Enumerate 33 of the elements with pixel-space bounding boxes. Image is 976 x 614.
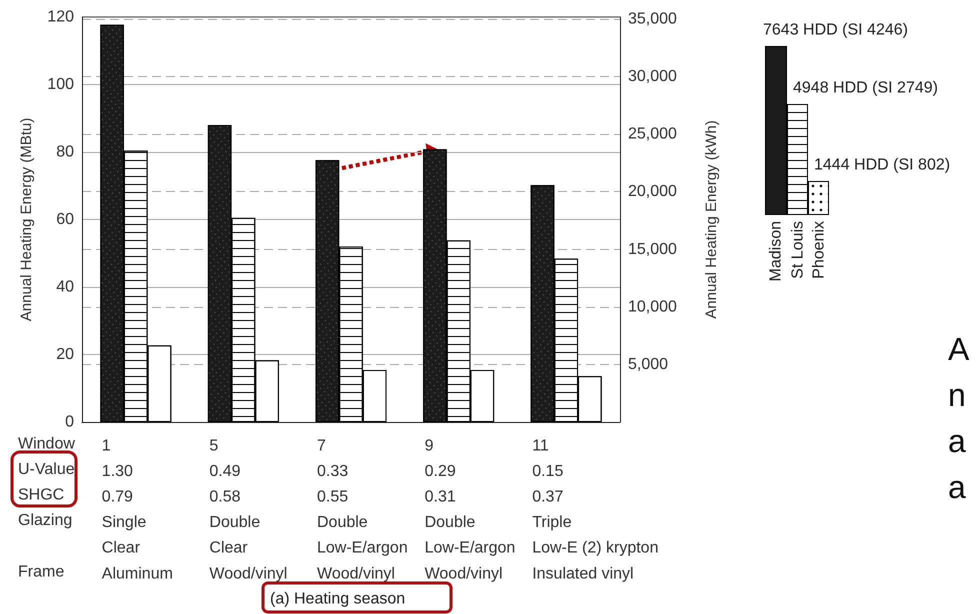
y2-tick-label: 10,000 <box>628 298 678 316</box>
text: a <box>948 469 966 505</box>
x-tick-label: 9 0.29 0.31 Double Low-E/argon Wood/vinyl <box>424 437 516 582</box>
x-tick-label: 7 0.33 0.55 Double Low-E/argon Wood/vinyl <box>317 437 408 582</box>
y2-tick-label: 30,000 <box>628 68 678 86</box>
y-tick-label: 80 <box>56 144 74 160</box>
text: Madison <box>768 221 784 282</box>
y-tick-label: 60 <box>56 211 74 228</box>
text: n <box>948 377 966 413</box>
legend-label: St Louis <box>790 221 806 279</box>
y-tick-label: 120 <box>47 8 74 26</box>
y2-tick-label: 25,000 <box>628 126 678 143</box>
y-axis-title: Annual Heating Energy (MBtu) <box>18 118 35 322</box>
y-tick-label: 40 <box>56 278 74 296</box>
y2-axis-title: Annual Heating Energy (kWh) <box>703 120 720 319</box>
text: Window U-Value SHGC Glazing Frame <box>18 435 75 580</box>
y-tick-label: 100 <box>47 76 74 93</box>
text: (a) Heating season <box>270 590 406 608</box>
y2-tick-label: 20,000 <box>628 183 678 200</box>
text: 4948 HDD (SI 2749) <box>793 80 938 96</box>
text: A <box>948 331 970 367</box>
x-tick-label: 5 0.49 0.58 Double Clear Wood/vinyl <box>209 437 288 582</box>
x-tick-label: 11 0.15 0.37 Triple Low-E (2) krypton Insulated vinyl <box>532 437 658 582</box>
y2-tick-label: 5,000 <box>628 356 668 373</box>
text: 1444 HDD (SI 802) <box>814 156 950 174</box>
y-tick-label: 20 <box>56 346 74 363</box>
y2-tick-label: 35,000 <box>628 10 678 28</box>
text: a <box>948 423 966 459</box>
x-tick-label: 1 1.30 0.79 Single Clear Aluminum <box>102 437 173 582</box>
text: 7643 HDD (SI 4246) <box>763 22 908 38</box>
y2-tick-label: 15,000 <box>628 240 678 258</box>
y-tick-label: 0 <box>65 414 74 430</box>
text: Phoenix <box>810 221 828 279</box>
